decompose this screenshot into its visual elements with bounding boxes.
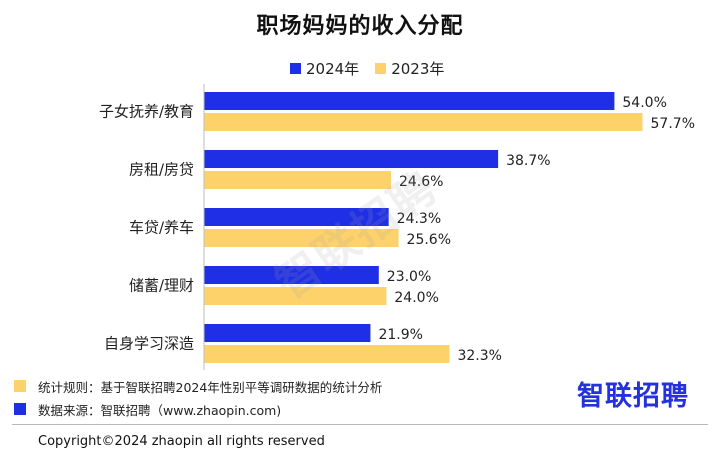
category-label: 储蓄/理财 <box>129 277 194 295</box>
note-source-swatch <box>14 403 26 415</box>
note-source: 数据来源：智联招聘（www.zhaopin.com) <box>14 399 382 419</box>
chart-title: 职场妈妈的收入分配 <box>256 14 464 39</box>
bar-2023年 <box>204 345 450 363</box>
data-label: 38.7% <box>506 153 550 169</box>
note-rule-text: 统计规则：基于智联招聘2024年性别平等调研数据的统计分析 <box>38 379 383 395</box>
legend-swatch-2023 <box>375 63 387 74</box>
data-label: 32.3% <box>457 348 501 364</box>
data-label: 24.0% <box>394 290 438 306</box>
data-label: 25.6% <box>407 232 451 248</box>
chart-notes: 统计规则：基于智联招聘2024年性别平等调研数据的统计分析 数据来源：智联招聘（… <box>14 376 382 422</box>
chart-legend: 2024年 2023年 <box>290 58 460 79</box>
footer-divider <box>12 424 708 425</box>
note-source-text: 数据来源：智联招聘（www.zhaopin.com) <box>38 402 282 418</box>
category-label: 房租/房贷 <box>129 161 194 179</box>
data-label: 57.7% <box>651 116 695 132</box>
bar-2024年 <box>204 92 615 110</box>
bar-2024年 <box>204 324 371 342</box>
legend-label-2023: 2023年 <box>391 60 445 78</box>
bar-2023年 <box>204 171 391 189</box>
bar-2024年 <box>204 266 379 284</box>
legend-item-2024: 2024年 <box>290 58 359 79</box>
data-label: 23.0% <box>387 269 431 285</box>
bar-2024年 <box>204 150 499 168</box>
data-label: 21.9% <box>378 327 422 343</box>
bar-2023年 <box>204 113 643 131</box>
category-label: 子女抚养/教育 <box>99 103 194 121</box>
data-label: 54.0% <box>622 95 666 111</box>
data-label: 24.3% <box>397 211 441 227</box>
bar-2023年 <box>204 229 399 247</box>
data-label: 24.6% <box>399 174 443 190</box>
bar-2023年 <box>204 287 387 305</box>
category-label: 自身学习深造 <box>104 335 194 353</box>
legend-label-2024: 2024年 <box>306 60 360 78</box>
category-label: 车贷/养车 <box>129 219 194 237</box>
brand-logo: 智联招聘 <box>577 381 689 412</box>
note-rule: 统计规则：基于智联招聘2024年性别平等调研数据的统计分析 <box>14 376 382 396</box>
bar-2024年 <box>204 208 389 226</box>
legend-item-2023: 2023年 <box>375 58 444 79</box>
note-rule-swatch <box>14 380 26 392</box>
bar-chart: 子女抚养/教育 54.0% 57.7% 房租/房贷 38.7% 24.6% 车贷/养车 24.… <box>99 84 695 370</box>
legend-swatch-2024 <box>290 63 301 74</box>
copyright-text: Copyright©2024 zhaopin all rights reserv… <box>38 434 325 449</box>
